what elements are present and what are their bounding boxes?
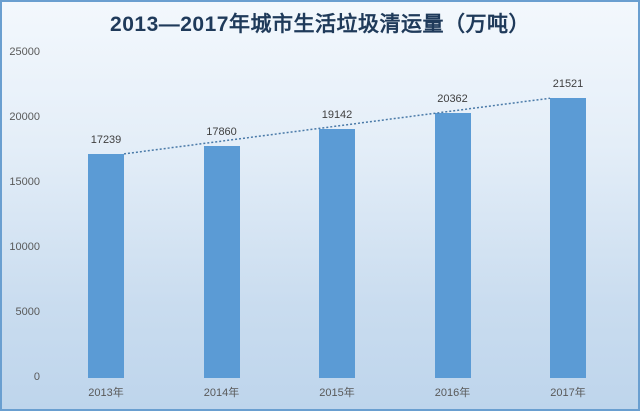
y-tick-20000: 20000 — [9, 111, 40, 123]
x-tick-label: 2015年 — [319, 387, 355, 399]
x-tick-label: 2017年 — [550, 387, 586, 399]
bar-2017年 — [550, 98, 586, 378]
value-label: 20362 — [437, 93, 468, 106]
value-label: 17239 — [90, 133, 122, 146]
y-tick-10000: 10000 — [9, 241, 40, 253]
bar-2013年 — [88, 153, 124, 378]
y-tick-25000: 25000 — [9, 46, 40, 58]
bar-2015年 — [319, 129, 355, 378]
value-label: 21521 — [552, 78, 584, 91]
x-tick-label: 2014年 — [203, 387, 240, 399]
y-tick-15000: 15000 — [9, 176, 40, 188]
value-label: 19142 — [321, 109, 353, 122]
x-tick-label: 2013年 — [88, 387, 124, 399]
x-tick-label: 2016年 — [434, 387, 471, 399]
bar-2016年 — [434, 113, 471, 378]
bar-2014年 — [203, 145, 240, 378]
value-label: 17860 — [206, 125, 237, 138]
y-tick-0: 0 — [33, 371, 40, 383]
chart-title: 2013—2017年城市生活垃圾清运量（万吨） — [110, 13, 530, 36]
y-tick-5000: 5000 — [15, 306, 40, 318]
